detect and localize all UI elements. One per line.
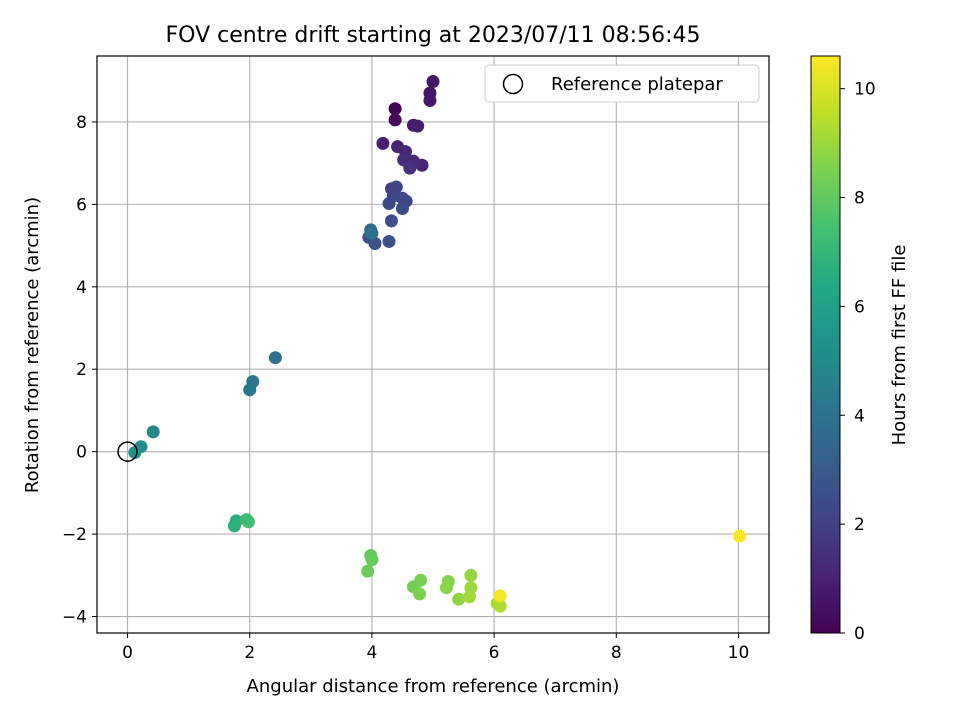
data-point: [423, 94, 437, 108]
plot-frame: [96, 55, 770, 634]
x-tick-label: 10: [728, 643, 750, 663]
colorbar-tick-label: 8: [854, 189, 865, 209]
data-point: [376, 136, 390, 150]
y-tick-label: 8: [76, 113, 87, 133]
x-tick-label: 8: [611, 643, 622, 663]
colorbar-tick-label: 6: [854, 297, 865, 317]
data-point: [361, 564, 375, 578]
data-point: [268, 351, 282, 365]
data-point: [439, 581, 453, 595]
data-point: [146, 425, 160, 439]
y-tick-label: −2: [62, 525, 87, 545]
x-tick-label: 6: [489, 643, 500, 663]
data-point: [243, 383, 257, 397]
legend-reference-marker: [502, 73, 524, 95]
y-tick-label: 4: [76, 278, 87, 298]
data-point: [388, 102, 402, 116]
x-axis-ticks: 0 2 4 6 8 10: [122, 633, 749, 663]
data-point: [128, 445, 142, 459]
data-point: [733, 529, 747, 543]
data-point: [403, 161, 417, 175]
data-point: [411, 119, 425, 133]
y-tick-label: −4: [62, 608, 87, 628]
data-point: [395, 201, 409, 215]
x-axis-label: Angular distance from reference (arcmin): [247, 676, 620, 697]
chart-title: FOV centre drift starting at 2023/07/11 …: [166, 23, 701, 48]
x-tick-label: 0: [122, 643, 133, 663]
data-point: [493, 589, 507, 603]
colorbar-tick-label: 0: [854, 624, 865, 644]
data-point: [426, 75, 440, 89]
data-point: [242, 515, 256, 529]
reference-platepar-marker: [117, 441, 138, 462]
data-point: [365, 553, 379, 567]
colorbar-tick-label: 2: [854, 515, 865, 535]
colorbar-label: Hours from first FF file: [889, 245, 910, 446]
data-point: [388, 113, 402, 127]
y-tick-label: 2: [76, 360, 87, 380]
data-point: [384, 214, 398, 228]
colorbar-tick-label: 4: [854, 406, 865, 426]
data-point: [368, 237, 382, 251]
data-point: [413, 587, 427, 601]
y-axis-ticks: −4 −2 0 2 4 6 8: [62, 113, 97, 628]
y-tick-label: 0: [76, 443, 87, 463]
colorbar-tick-label: 10: [854, 80, 876, 100]
legend: Reference platepar: [484, 64, 760, 103]
colorbar-ticks: 0 2 4 6 8 10: [840, 80, 876, 644]
x-tick-label: 4: [366, 643, 377, 663]
data-point: [463, 590, 477, 604]
legend-entry: Reference platepar: [551, 74, 723, 95]
data-points: [117, 75, 747, 613]
data-point: [452, 592, 466, 606]
data-point: [382, 234, 396, 248]
data-point: [227, 519, 241, 533]
colorbar: [810, 55, 841, 634]
y-tick-label: 6: [76, 195, 87, 215]
grid: [97, 56, 769, 633]
data-point: [365, 226, 379, 240]
y-axis-label: Rotation from reference (arcmin): [22, 197, 43, 493]
data-point: [382, 197, 396, 211]
x-tick-label: 2: [244, 643, 255, 663]
data-point: [414, 573, 428, 587]
legend-box: [484, 64, 760, 103]
data-point: [464, 568, 478, 582]
data-point: [493, 599, 507, 613]
